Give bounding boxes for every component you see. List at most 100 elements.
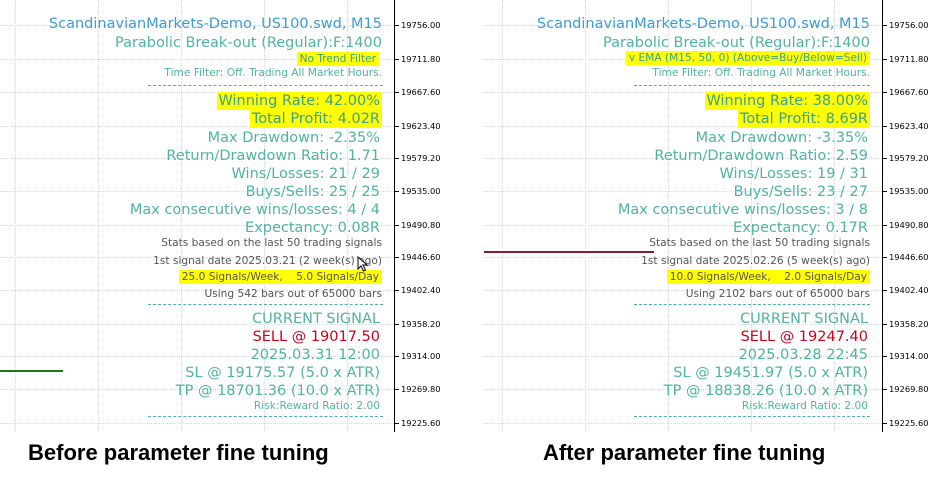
take-profit: TP @ 18838.26 (10.0 x ATR) (663, 383, 868, 399)
buys-sells: Buys/Sells: 23 / 27 (733, 184, 868, 200)
axis-tick (883, 423, 887, 424)
axis-tick (883, 225, 887, 226)
price-label: 19446.60 (401, 252, 440, 262)
price-label: 19711.80 (401, 54, 440, 64)
strategy-label: Parabolic Break-out (Regular):F:1400 (602, 35, 870, 51)
axis-tick (883, 92, 887, 93)
price-label: 19269.80 (889, 384, 929, 394)
grid-line (0, 356, 394, 357)
price-label: 19490.80 (401, 220, 440, 230)
max-drawdown: Max Drawdown: -3.35% (695, 130, 868, 146)
price-label: 19314.00 (889, 351, 929, 361)
trend-filter-text: No Trend Filter (296, 52, 379, 66)
max-consecutive: Max consecutive wins/losses: 4 / 4 (129, 202, 380, 218)
axis-tick (395, 191, 399, 192)
chart-panel-before[interactable]: ScandinavianMarkets-Demo, US100.swd, M15… (0, 0, 440, 432)
total-profit-text: Total Profit: 8.69R (737, 110, 870, 128)
total-profit-text: Total Profit: 4.02R (249, 110, 382, 128)
axis-tick (395, 389, 399, 390)
chart-area[interactable]: ScandinavianMarkets-Demo, US100.swd, M15… (0, 0, 394, 432)
grid-line (0, 158, 394, 159)
risk-reward-ratio: Risk:Reward Ratio: 2.00 (741, 400, 868, 412)
grid-line (0, 389, 394, 390)
winning-rate-text: Winning Rate: 42.00% (216, 92, 382, 110)
first-signal-date: 1st signal date 2025.02.26 (5 week(s) ag… (641, 255, 870, 267)
price-axis[interactable]: 19756.00 19711.80 19667.60 19623.40 1957… (883, 0, 935, 432)
divider (634, 85, 870, 86)
price-label: 19623.40 (889, 121, 929, 131)
divider (148, 85, 383, 86)
price-label: 19402.40 (889, 285, 929, 295)
price-line-maroon (484, 251, 654, 253)
grid-line (751, 0, 752, 432)
mouse-cursor-icon (357, 256, 369, 272)
price-label: 19667.60 (889, 87, 929, 97)
grid-line (484, 92, 882, 93)
chart-area[interactable]: ScandinavianMarkets-Demo, US100.swd, M15… (484, 0, 882, 432)
buys-sells: Buys/Sells: 25 / 25 (245, 184, 380, 200)
grid-line (0, 126, 394, 127)
axis-tick (395, 59, 399, 60)
max-drawdown: Max Drawdown: -2.35% (207, 130, 380, 146)
first-signal-date: 1st signal date 2025.03.21 (2 week(s) ag… (153, 255, 382, 267)
price-label: 19711.80 (889, 54, 929, 64)
grid-line (484, 225, 882, 226)
grid-line (484, 356, 882, 357)
grid-line (484, 257, 882, 258)
stats-based-label: Stats based on the last 50 trading signa… (161, 237, 382, 249)
axis-tick (883, 324, 887, 325)
price-axis-line (394, 0, 395, 432)
grid-line (484, 191, 882, 192)
axis-tick (395, 225, 399, 226)
price-label: 19579.20 (889, 153, 929, 163)
price-label: 19667.60 (401, 87, 440, 97)
signals-rate-text: 10.0 Signals/Week, 2.0 Signals/Day (666, 270, 870, 284)
time-filter-label: Time Filter: Off. Trading All Market Hou… (164, 67, 382, 79)
price-label: 19358.20 (889, 319, 929, 329)
chart-title: ScandinavianMarkets-Demo, US100.swd, M15 (536, 16, 870, 32)
price-label: 19490.80 (889, 220, 929, 230)
price-axis[interactable]: 19756.00 19711.80 19667.60 19623.40 1957… (395, 0, 440, 432)
price-label: 19756.00 (889, 20, 929, 30)
price-label: 19225.60 (401, 418, 440, 428)
axis-tick (395, 257, 399, 258)
take-profit: TP @ 18701.36 (10.0 x ATR) (175, 383, 380, 399)
price-label: 19225.60 (889, 418, 929, 428)
grid-line (484, 324, 882, 325)
time-filter-label: Time Filter: Off. Trading All Market Hou… (652, 67, 870, 79)
grid-line (0, 191, 394, 192)
risk-reward-ratio: Risk:Reward Ratio: 2.00 (253, 400, 380, 412)
caption-before: Before parameter fine tuning (28, 440, 329, 465)
price-label: 19535.00 (401, 186, 440, 196)
axis-tick (395, 324, 399, 325)
price-label: 19402.40 (401, 285, 440, 295)
grid-line (15, 0, 16, 432)
axis-tick (883, 25, 887, 26)
wins-losses: Wins/Losses: 19 / 31 (719, 166, 868, 182)
wins-losses: Wins/Losses: 21 / 29 (231, 166, 380, 182)
price-label: 19623.40 (401, 121, 440, 131)
price-axis-line (882, 0, 883, 432)
winning-rate-text: Winning Rate: 38.00% (704, 92, 870, 110)
expectancy: Expectancy: 0.08R (245, 220, 380, 236)
divider (634, 304, 870, 305)
total-profit: Total Profit: 4.02R (249, 110, 382, 128)
chart-panel-after[interactable]: ScandinavianMarkets-Demo, US100.swd, M15… (484, 0, 935, 432)
trend-filter-badge: No Trend Filter (294, 52, 382, 66)
grid-line (484, 126, 882, 127)
axis-tick (883, 290, 887, 291)
current-signal-heading: CURRENT SIGNAL (740, 311, 868, 327)
grid-line (502, 0, 503, 432)
axis-tick (883, 158, 887, 159)
bars-used: Using 542 bars out of 65000 bars (204, 288, 382, 300)
stop-loss: SL @ 19175.57 (5.0 x ATR) (185, 365, 380, 381)
return-drawdown-ratio: Return/Drawdown Ratio: 1.71 (166, 148, 380, 164)
signal-time: 2025.03.31 12:00 (250, 347, 380, 363)
winning-rate: Winning Rate: 42.00% (216, 92, 382, 110)
trend-filter-badge: v EMA (M15, 50, 0) (Above=Buy/Below=Sell… (625, 51, 870, 65)
signals-rate: 25.0 Signals/Week, 5.0 Signals/Day (178, 270, 382, 284)
grid-line (0, 92, 394, 93)
grid-line (0, 59, 394, 60)
grid-line (264, 0, 265, 432)
axis-tick (395, 158, 399, 159)
